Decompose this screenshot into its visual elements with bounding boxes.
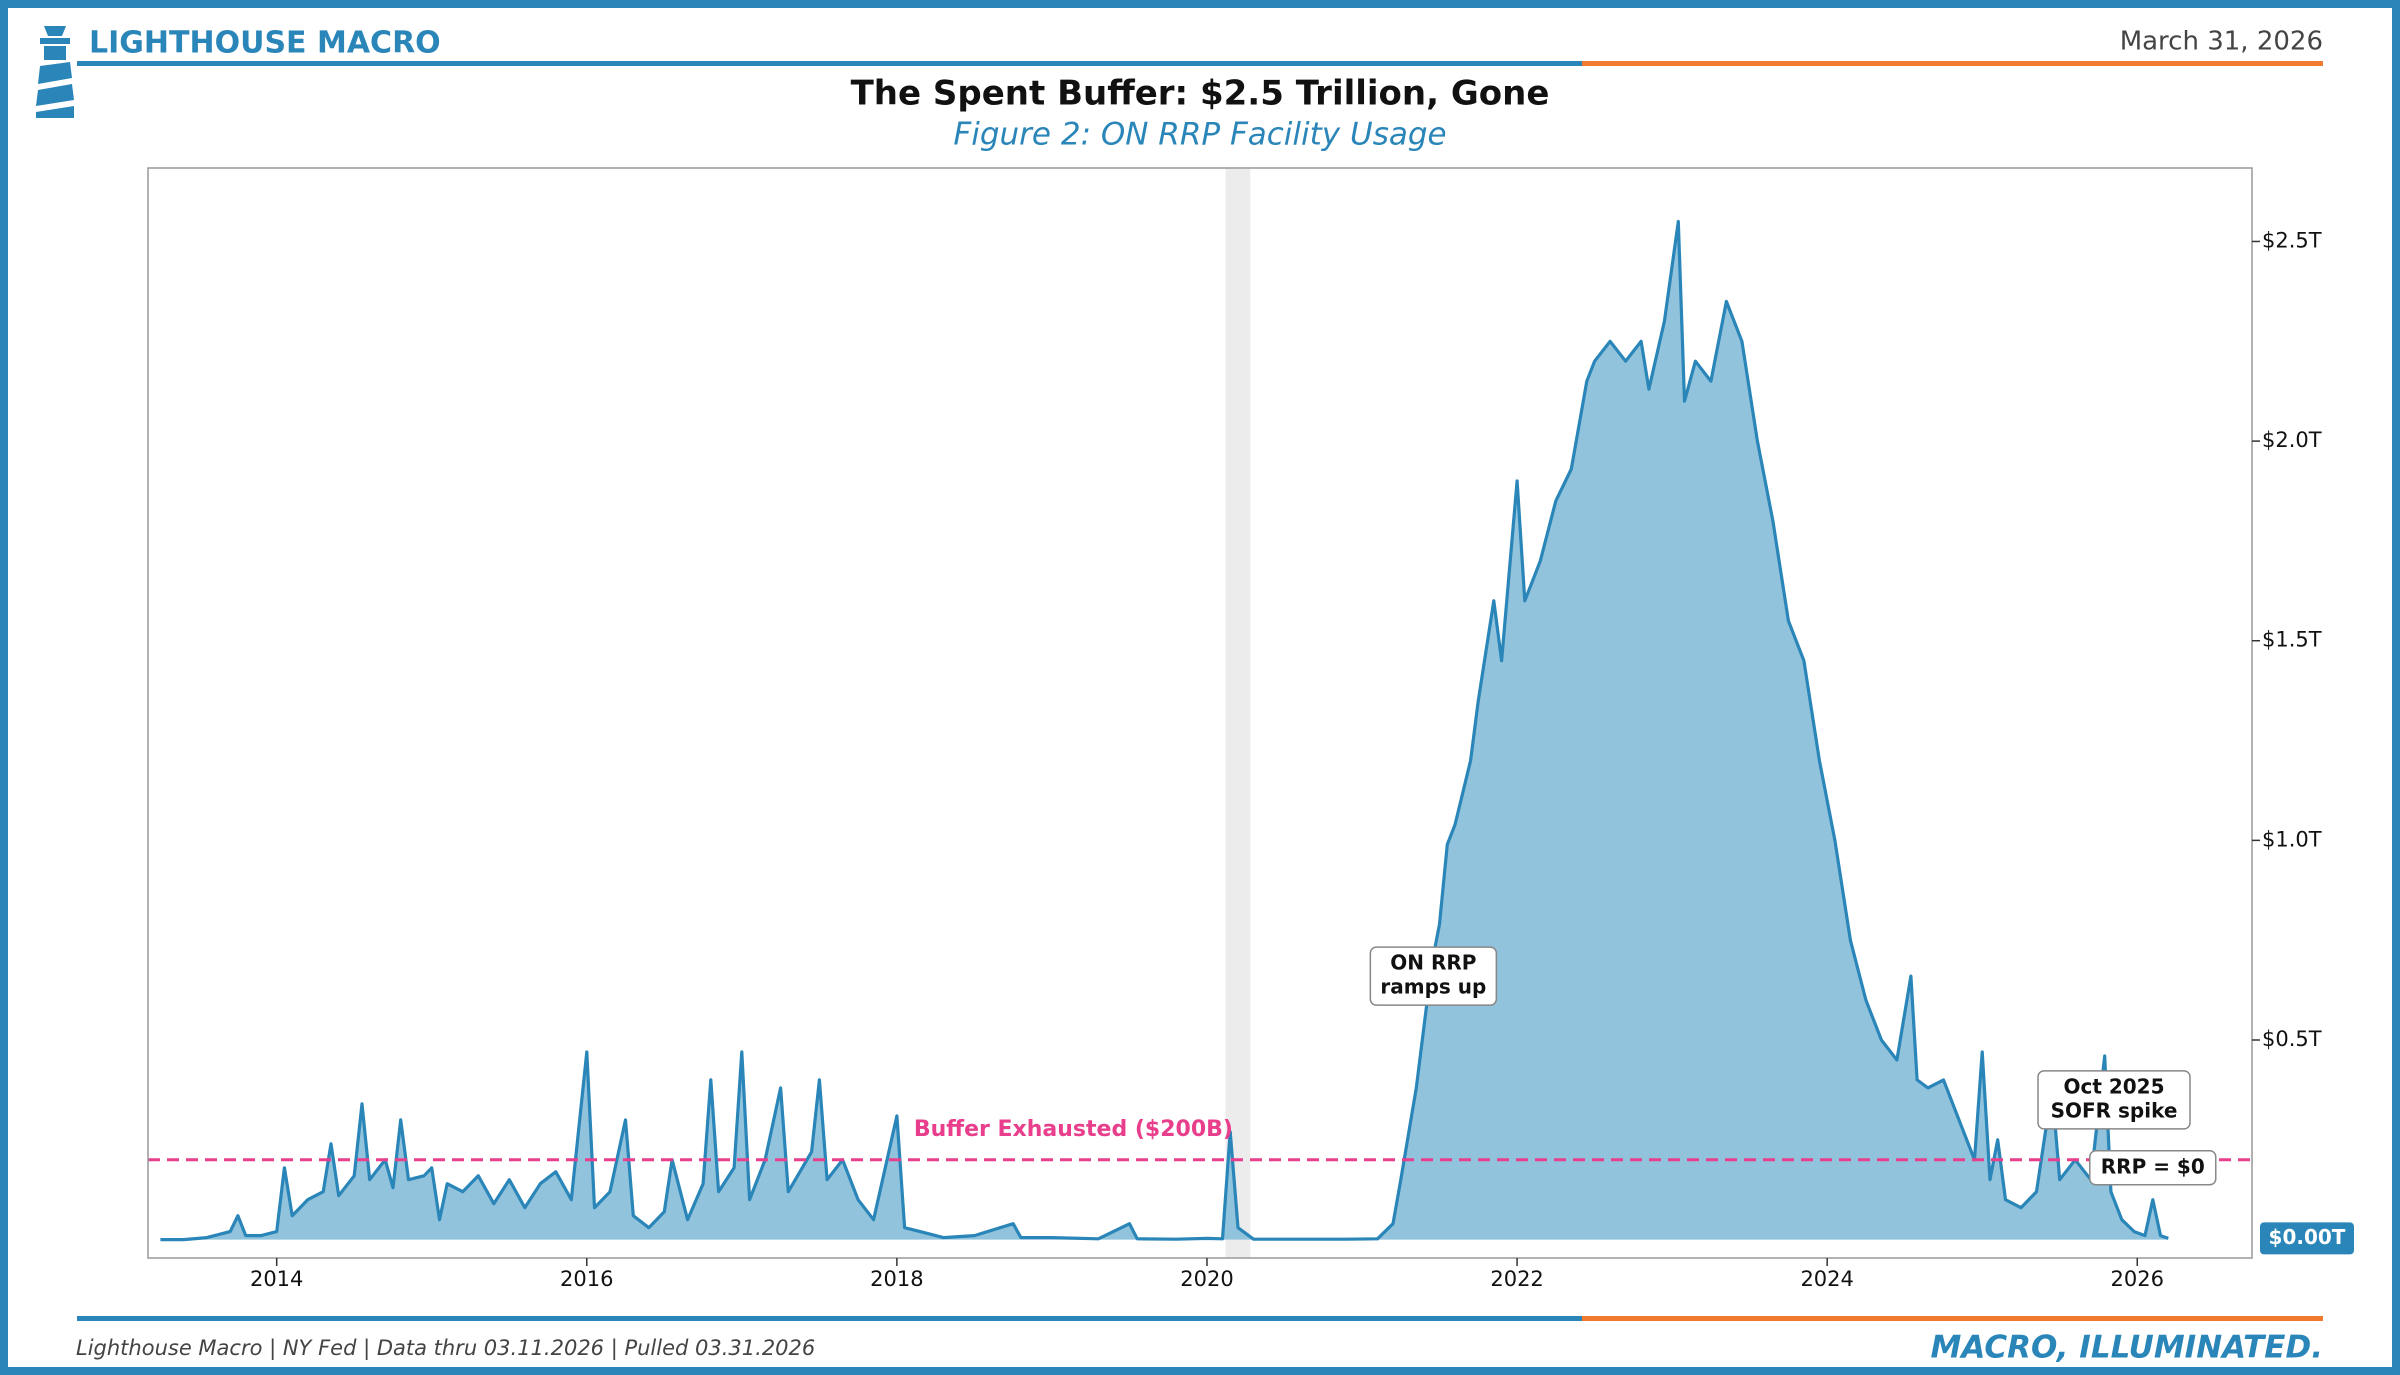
area-fill [160,221,2169,1240]
header-rule [77,61,1582,66]
x-tick-label: 2014 [250,1267,303,1291]
x-tick-label: 2016 [560,1267,613,1291]
footer-rule-accent [1582,1316,2323,1321]
end-label: $0.00T [2269,1225,2346,1249]
annotation-box [1369,946,1498,1006]
chart-title: The Spent Buffer: $2.5 Trillion, Gone [851,74,1550,114]
logo [36,26,74,118]
date: March 31, 2026 [2120,27,2323,57]
y-tick-label: $1.0T [2262,827,2322,851]
footer-tagline: MACRO, ILLUMINATED. [1931,1330,2323,1366]
annotation-text: RRP = $0 [2101,1154,2205,1178]
x-tick-label: 2020 [1180,1267,1233,1291]
x-tick-label: 2018 [870,1267,923,1291]
x-tick-label: 2024 [1800,1267,1853,1291]
y-tick-label: $2.0T [2262,428,2322,452]
annotation-text: SOFR spike [2051,1098,2178,1122]
threshold-label: Buffer Exhausted ($200B) [914,1117,1233,1142]
series-line [160,219,2169,1242]
y-tick-label: $1.5T [2262,628,2322,652]
y-tick-label: $2.5T [2262,228,2322,252]
annotation-text: Oct 2025 [2063,1074,2164,1098]
x-tick-label: 2026 [2111,1267,2164,1291]
end-label-box [2260,1222,2354,1255]
annotation-box [2089,1150,2217,1186]
shade-band [1225,168,1251,1258]
brand: LIGHTHOUSE MACRO [89,26,441,61]
x-tick-label: 2022 [1490,1267,1543,1291]
plot: Buffer Exhausted ($200B) 2014 2016 2018 2020… [147,167,2354,1291]
footer-rule [77,1316,1582,1321]
footer-source: Lighthouse Macro | NY Fed | Data thru 03… [76,1336,815,1361]
header-rule-accent [1582,61,2323,66]
annotation-text: ON RRP [1390,951,1476,975]
y-tick-label: $0.5T [2262,1027,2322,1051]
annotation-text: ramps up [1380,975,1486,999]
annotation-box [2037,1070,2191,1130]
plot-frame [147,167,2253,1259]
chart-subtitle: Figure 2: ON RRP Facility Usage [953,117,1446,153]
